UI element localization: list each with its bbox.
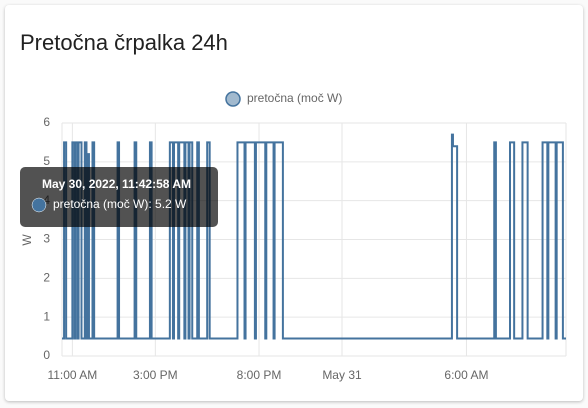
tooltip: May 30, 2022, 11:42:58 AM pretočna (moč W… <box>20 167 218 227</box>
y-tick-label: 1 <box>43 309 50 323</box>
y-tick-label: 5 <box>43 154 50 168</box>
x-tick-label: May 31 <box>322 368 362 382</box>
tooltip-title: May 30, 2022, 11:42:58 AM <box>42 177 191 191</box>
data-line <box>62 133 566 340</box>
legend-label: pretočna (moč W) <box>247 91 342 105</box>
y-tick-label: 0 <box>43 348 50 362</box>
legend-item: pretočna (moč W) <box>225 91 342 107</box>
y-tick-label: 3 <box>43 232 50 246</box>
y-tick-label: 6 <box>43 115 50 129</box>
y-axis-label: W <box>20 234 34 246</box>
y-tick-label: 2 <box>43 271 50 285</box>
legend-marker <box>225 91 241 107</box>
x-tick-label: 3:00 PM <box>133 368 178 382</box>
tooltip-marker <box>31 197 47 213</box>
tooltip-label: pretočna (moč W): 5.2 W <box>53 197 187 211</box>
card-title: Pretočna črpalka 24h <box>20 30 228 55</box>
tooltip-box <box>20 167 218 227</box>
x-tick-label: 6:00 AM <box>444 368 488 382</box>
x-tick-label: 11:00 AM <box>47 368 97 382</box>
x-tick-label: 8:00 PM <box>237 368 282 382</box>
